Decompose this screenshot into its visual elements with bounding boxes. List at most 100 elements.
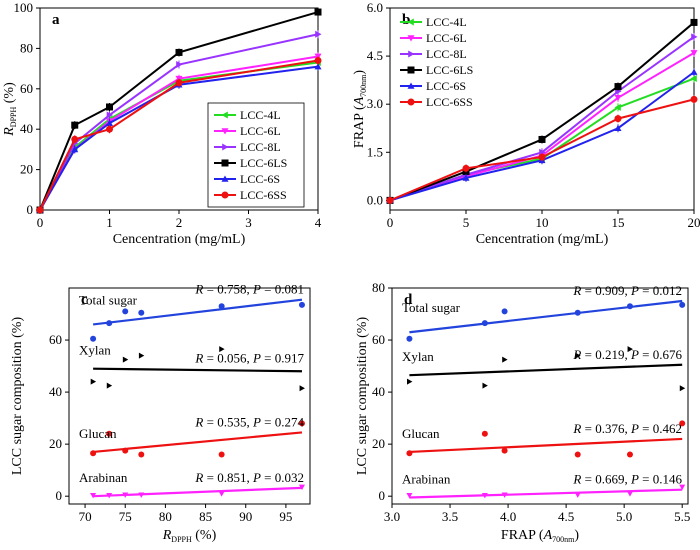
- y-tick-label: 20: [49, 436, 62, 451]
- x-tick-label: 75: [119, 509, 132, 524]
- x-tick-label: 15: [612, 215, 625, 230]
- y-axis-label: LCC sugar composition (%): [10, 317, 25, 476]
- data-point: [298, 301, 305, 308]
- y-tick-label: 6.0: [367, 0, 383, 15]
- y-tick-label: 0.0: [367, 192, 383, 207]
- correlation-annotation: R = 0.851, P = 0.032: [194, 470, 304, 485]
- data-point: [315, 30, 322, 38]
- data-point: [574, 492, 581, 498]
- fit-line: [92, 298, 303, 326]
- panel-c: 70 75 80 85 90 95 0 20 40 60 c RDPPH (%) LCC sugar c…: [10, 282, 311, 544]
- data-point: [679, 484, 686, 491]
- legend-label: LCC-6LS: [426, 63, 473, 77]
- series-Glucan: Glucan R = 0.376, P = 0.462: [402, 420, 686, 458]
- data-point: [218, 451, 225, 458]
- data-point: [106, 119, 113, 126]
- data-point: [482, 382, 488, 389]
- data-point: [106, 320, 113, 327]
- panel-letter: d: [404, 292, 413, 308]
- data-point: [407, 378, 413, 385]
- x-tick-label: 5.0: [616, 509, 632, 524]
- legend-label: LCC-6S: [426, 79, 466, 93]
- series-Xylan: Xylan R = 0.056, P = 0.917: [79, 343, 305, 392]
- legend-marker: [222, 143, 229, 151]
- data-point: [627, 346, 633, 353]
- data-point: [138, 309, 145, 316]
- data-point: [462, 164, 470, 172]
- x-tick-label: 70: [79, 509, 92, 524]
- y-tick-label: 0: [379, 488, 386, 503]
- data-point: [218, 491, 225, 497]
- legend-marker: [221, 191, 229, 199]
- data-point: [690, 95, 698, 103]
- x-tick-label: 4: [315, 215, 322, 230]
- data-point: [575, 352, 581, 359]
- data-point: [574, 309, 581, 316]
- data-point: [614, 83, 622, 91]
- legend-box: [207, 102, 305, 208]
- legend-marker: [407, 66, 415, 74]
- data-point: [71, 135, 79, 143]
- x-tick-label: 95: [279, 509, 292, 524]
- legend-label: LCC-6SS: [426, 95, 473, 109]
- x-tick-label: 20: [688, 215, 700, 230]
- data-point: [106, 125, 113, 133]
- data-point: [176, 61, 183, 69]
- correlation-annotation: R = 0.909, P = 0.012: [572, 283, 682, 298]
- series-Total sugar: Total sugar R = 0.909, P = 0.012: [402, 283, 686, 342]
- x-tick-label: 5.5: [674, 509, 690, 524]
- correlation-annotation: R = 0.535, P = 0.274: [194, 414, 304, 429]
- legend-label: LCC-4L: [240, 108, 281, 122]
- series-Arabinan: Arabinan R = 0.851, P = 0.032: [79, 470, 305, 499]
- legend-label: LCC-6LS: [240, 156, 287, 170]
- legend-marker: [408, 50, 415, 58]
- y-tick-label: 60: [20, 81, 33, 96]
- y-tick-label: 4.5: [367, 48, 383, 63]
- legend: LCC-4L LCC-6L LCC-8L LCC-6LS LCC-6S LCC-6SS: [207, 102, 305, 208]
- legend-marker: [221, 111, 228, 119]
- data-point: [614, 103, 621, 111]
- data-point: [690, 18, 698, 26]
- y-tick-label: 0: [27, 202, 34, 217]
- data-point: [502, 356, 508, 363]
- data-point: [574, 451, 581, 458]
- y-tick-label: 80: [20, 40, 33, 55]
- data-point: [626, 451, 633, 458]
- data-point: [614, 94, 622, 102]
- y-axis-label: LCC sugar composition (%): [355, 317, 370, 476]
- data-point: [298, 484, 305, 491]
- legend-label: LCC-6L: [240, 124, 281, 138]
- fit-line: [93, 486, 303, 498]
- data-point: [314, 63, 322, 70]
- legend-label: LCC-8L: [426, 47, 467, 61]
- correlation-annotation: R = 0.758, P = 0.081: [194, 282, 304, 297]
- legend-marker: [407, 82, 415, 89]
- x-tick-label: 0: [387, 215, 394, 230]
- y-axis-label: FRAP (A700nm): [352, 70, 368, 148]
- data-point: [122, 447, 129, 454]
- series-Total sugar: Total sugar R = 0.758, P = 0.081: [79, 282, 305, 342]
- data-point: [406, 493, 413, 499]
- data-point: [501, 308, 508, 315]
- y-tick-label: 3.0: [367, 96, 383, 111]
- legend: LCC-4L LCC-6L LCC-8L LCC-6LS LCC-6S LCC-6SS: [400, 15, 473, 109]
- y-tick-label: 20: [372, 436, 385, 451]
- data-point: [106, 493, 113, 499]
- correlation-annotation: R = 0.056, P = 0.917: [194, 351, 304, 366]
- data-point: [406, 450, 413, 457]
- data-point: [106, 111, 113, 119]
- data-point: [679, 301, 686, 308]
- x-tick-label: 4.0: [500, 509, 516, 524]
- x-tick-label: 3: [245, 215, 252, 230]
- legend-label: LCC-4L: [426, 15, 467, 29]
- data-point: [314, 8, 322, 16]
- y-tick-label: 40: [372, 384, 385, 399]
- series-name-label: Xylan: [79, 343, 111, 358]
- legend-marker: [407, 18, 414, 26]
- y-tick-label: 60: [49, 332, 62, 347]
- series-name-label: Arabinan: [402, 471, 451, 486]
- panel-letter: b: [402, 12, 410, 28]
- y-tick-label: 80: [372, 280, 385, 295]
- legend-marker: [407, 98, 415, 106]
